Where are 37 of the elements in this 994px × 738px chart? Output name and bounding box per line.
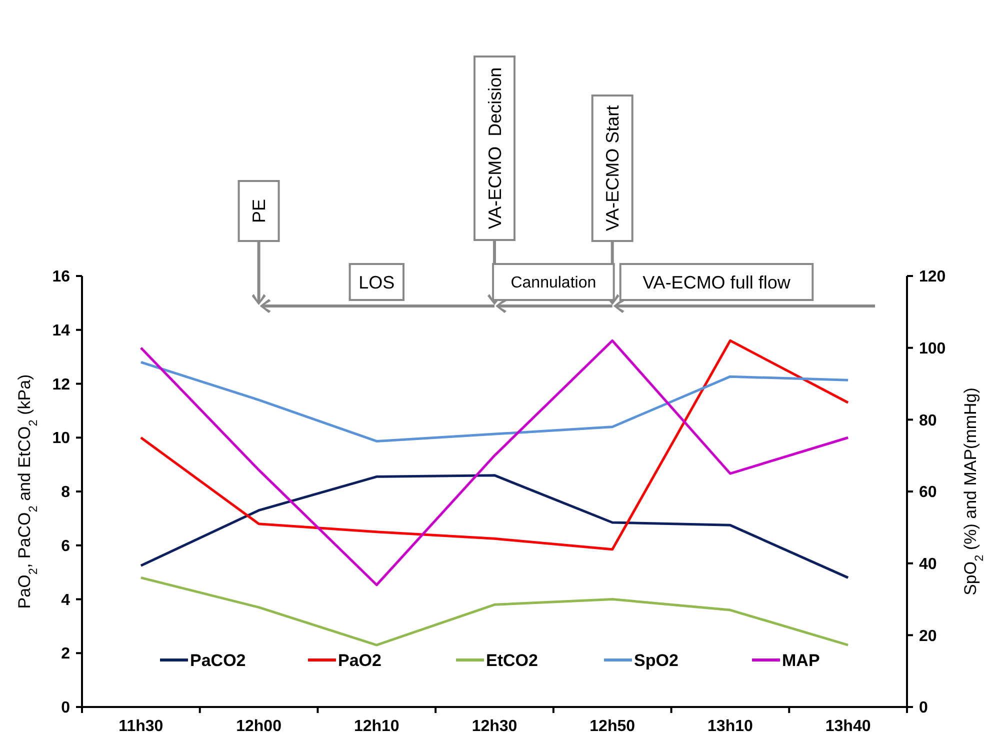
text: VA-ECMO Start (602, 105, 623, 232)
y-tick-label: 14 (52, 322, 70, 340)
annotation: Cannulation (510, 274, 596, 292)
y2-tick-label: 40 (919, 556, 937, 573)
y-tick-label: 2 (61, 646, 70, 663)
legend-label: MAP (782, 650, 820, 670)
legend-label: PaCO2 (190, 650, 246, 670)
y-tick-label: 10 (52, 430, 70, 448)
y-tick-label: 16 (52, 268, 70, 286)
line-series (140, 474, 850, 579)
y2-tick-label: 60 (919, 484, 937, 502)
y-tick-label: 8 (61, 484, 70, 502)
line-series (140, 360, 850, 442)
legend-label: EtCO2 (486, 650, 538, 670)
y-tick-label: 0 (61, 700, 70, 717)
x-tick-label: 12h10 (354, 718, 400, 735)
legend-label: SpO2 (634, 650, 678, 670)
y2-tick-label: 120 (919, 268, 946, 286)
y-tick-label: 12 (52, 376, 70, 394)
y2-tick-label: 20 (919, 628, 937, 645)
y2-tick-label: 0 (919, 700, 928, 717)
annotation: LOS (358, 272, 395, 292)
y2-tick-label: 100 (919, 340, 946, 358)
y-tick-label: 4 (61, 592, 70, 609)
legend-label: PaO2 (338, 650, 382, 670)
x-tick-label: 12h00 (236, 718, 282, 735)
text: VA-ECMO Decision (484, 67, 505, 230)
x-tick-label: 12h50 (590, 718, 636, 735)
y2-tick-label: 80 (919, 412, 937, 430)
x-tick-label: 11h30 (118, 718, 164, 735)
annotation: VA-ECMO full flow (642, 272, 792, 292)
line-series (140, 576, 850, 646)
y-tick-label: 6 (61, 538, 70, 555)
x-tick-label: 13h40 (825, 718, 871, 735)
text: PE (249, 198, 270, 224)
x-tick-label: 13h10 (708, 718, 753, 735)
x-tick-label: 12h30 (472, 718, 518, 735)
